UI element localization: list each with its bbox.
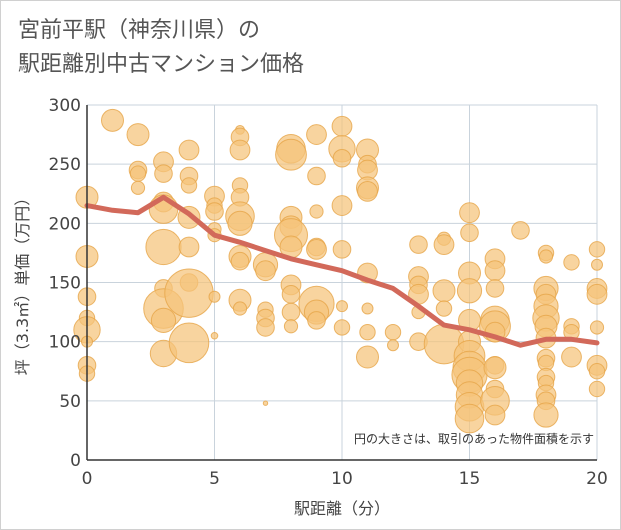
data-bubble [484,404,506,426]
data-bubble [164,268,214,318]
data-bubble [460,223,479,243]
data-bubble [484,260,506,282]
data-bubble [256,318,275,337]
data-bubble [454,403,485,434]
data-bubble [205,202,224,221]
x-tick-label: 15 [459,469,481,489]
y-axis-label: 坪（3.3㎡）単価（万円） [13,190,32,375]
data-bubble [307,166,326,186]
data-bubble [387,339,399,352]
data-bubble [456,278,483,304]
y-tick-label: 150 [49,274,81,294]
data-bubble [262,400,269,406]
data-bubble [538,249,554,264]
data-bubble [384,324,402,341]
data-bubble [331,115,353,137]
data-bubble [275,138,307,171]
data-bubble [485,279,505,298]
data-bubble [126,123,150,147]
data-bubble [178,236,200,258]
data-bubble [145,228,182,266]
data-bubble [168,322,210,364]
y-tick-label: 200 [49,214,81,234]
bubble-layer [73,108,608,434]
data-bubble [359,324,376,341]
y-tick-label: 0 [70,451,81,471]
data-bubble [361,302,374,315]
data-bubble [533,402,559,428]
data-bubble [101,108,124,132]
data-bubble [281,285,301,304]
x-tick-label: 20 [586,469,608,489]
data-bubble [586,283,608,305]
data-bubble [433,234,455,256]
data-bubble [336,300,348,313]
data-bubble [588,241,606,258]
x-axis-label: 駅距離（分） [294,499,390,518]
data-bubble [409,235,428,254]
data-bubble [307,311,326,330]
y-tick-label: 300 [49,96,81,116]
data-bubble [232,301,248,316]
data-bubble [483,356,507,380]
data-bubble [356,345,379,369]
data-bubble [229,139,251,161]
size-note: 円の大きさは、取引のあった物件面積を示す [354,431,594,446]
data-bubble [129,165,147,182]
y-tick-label: 100 [49,333,81,353]
data-bubble [210,331,219,340]
data-bubble [432,279,456,303]
axes-layer [86,105,597,461]
data-bubble [435,300,453,317]
data-bubble [332,240,352,259]
trend-line [84,194,600,348]
data-bubble [589,320,605,335]
data-bubble [563,254,580,271]
data-bubble [281,302,301,322]
data-bubble [306,124,327,145]
data-bubble [309,204,324,219]
data-bubble [331,195,353,216]
chart-title-line1: 宮前平駅（神奈川県）の [18,18,261,43]
data-bubble [154,164,173,183]
data-bubble [561,346,582,368]
data-bubble [357,180,378,202]
data-bubble [306,238,327,260]
data-bubble [591,258,603,271]
y-tick-label: 250 [49,155,81,175]
data-bubble [227,210,253,236]
data-bubble [230,251,250,271]
data-bubble [588,363,606,380]
trend-line-layer [84,194,600,348]
data-bubble [130,180,146,195]
data-bubble [588,380,606,398]
data-bubble [332,148,352,168]
data-bubble [255,260,276,282]
x-tick-label: 5 [209,469,220,489]
y-tick-label: 50 [59,392,81,412]
chart-title-line2: 駅距離別中古マンション価格 [18,52,305,77]
data-bubble [178,139,200,161]
data-bubble [511,221,530,240]
data-bubble [333,319,351,336]
x-tick-label: 0 [82,469,93,489]
data-bubble [208,290,221,303]
data-bubble [283,319,299,334]
chart-title: 宮前平駅（神奈川県）の 駅距離別中古マンション価格 [18,14,304,82]
data-bubble [150,307,177,333]
x-tick-label: 10 [331,469,353,489]
data-bubble [180,177,198,194]
data-bubble [459,202,480,224]
